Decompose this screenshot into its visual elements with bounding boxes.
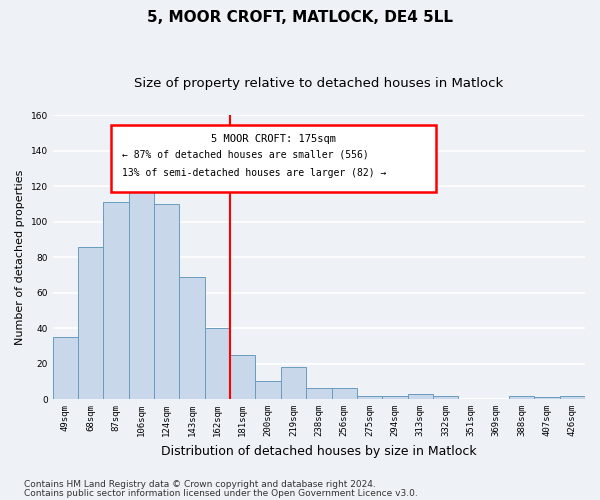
Text: 13% of semi-detached houses are larger (82) →: 13% of semi-detached houses are larger (… <box>122 168 386 178</box>
Bar <box>256 382 281 399</box>
Bar <box>535 398 560 399</box>
Text: 5 MOOR CROFT: 175sqm: 5 MOOR CROFT: 175sqm <box>211 134 336 143</box>
Bar <box>407 394 433 399</box>
Text: ← 87% of detached houses are smaller (556): ← 87% of detached houses are smaller (55… <box>122 150 368 160</box>
Bar <box>509 396 535 399</box>
Bar <box>179 276 205 399</box>
Bar <box>332 388 357 399</box>
Text: 5, MOOR CROFT, MATLOCK, DE4 5LL: 5, MOOR CROFT, MATLOCK, DE4 5LL <box>147 10 453 25</box>
Bar <box>306 388 332 399</box>
Bar <box>53 337 78 399</box>
Bar <box>103 202 129 399</box>
Bar <box>560 396 585 399</box>
Bar <box>281 367 306 399</box>
X-axis label: Distribution of detached houses by size in Matlock: Distribution of detached houses by size … <box>161 444 476 458</box>
Bar <box>129 186 154 399</box>
Bar <box>382 396 407 399</box>
Bar <box>357 396 382 399</box>
Text: Contains HM Land Registry data © Crown copyright and database right 2024.: Contains HM Land Registry data © Crown c… <box>24 480 376 489</box>
Bar <box>433 396 458 399</box>
Text: Contains public sector information licensed under the Open Government Licence v3: Contains public sector information licen… <box>24 488 418 498</box>
Bar <box>205 328 230 399</box>
Bar <box>230 354 256 399</box>
Y-axis label: Number of detached properties: Number of detached properties <box>15 170 25 345</box>
Bar <box>78 246 103 399</box>
Bar <box>154 204 179 399</box>
FancyBboxPatch shape <box>111 125 436 192</box>
Title: Size of property relative to detached houses in Matlock: Size of property relative to detached ho… <box>134 78 503 90</box>
